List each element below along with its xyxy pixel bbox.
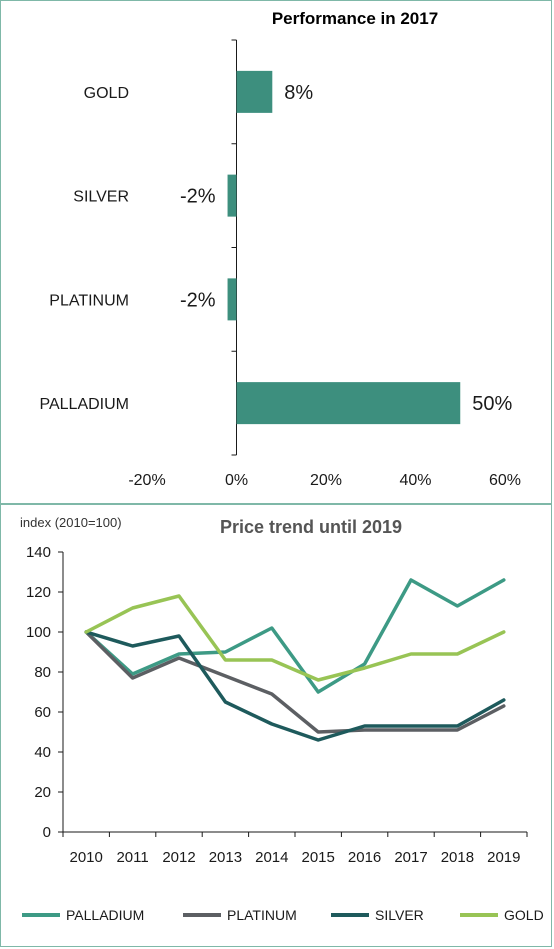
x-tick-label: 40%	[399, 472, 431, 489]
legend-label: SILVER	[375, 907, 424, 923]
x-tick-label: 2013	[209, 849, 242, 866]
performance-bar-chart: Performance in 2017 -20% 0% 20% 40% 60% GOLD…	[39, 9, 521, 489]
series-line-palladium	[84, 578, 506, 694]
series-line-silver	[84, 630, 506, 742]
data-label: 8%	[284, 82, 313, 104]
bar	[236, 382, 461, 425]
x-tick-label: -20%	[128, 472, 165, 489]
x-tick-label: 2015	[302, 849, 335, 866]
x-tick-label: 2017	[394, 849, 427, 866]
legend-item: PLATINUM	[183, 907, 297, 923]
legend-item: GOLD	[460, 907, 544, 923]
data-label: 50%	[472, 393, 512, 415]
category-label: PLATINUM	[49, 292, 129, 309]
chart-title: Performance in 2017	[272, 9, 438, 28]
x-tick-label: 2011	[116, 849, 148, 866]
chart-divider	[0, 503, 552, 505]
y-tick-label: 0	[43, 824, 51, 841]
legend-label: GOLD	[504, 907, 544, 923]
x-tick-label: 2019	[487, 849, 520, 866]
x-tick-label: 20%	[310, 472, 342, 489]
x-tick-label: 2010	[70, 849, 103, 866]
series-line-gold	[84, 594, 506, 682]
category-label: GOLD	[84, 85, 129, 102]
x-tick-label: 0%	[225, 472, 248, 489]
legend-item: SILVER	[331, 907, 424, 923]
legend-label: PLATINUM	[227, 907, 297, 923]
bar	[227, 278, 237, 321]
y-tick-label: 120	[26, 584, 51, 601]
y-tick-label: 40	[34, 744, 51, 761]
y-tick-label: 100	[26, 624, 51, 641]
y-tick-label: 140	[26, 544, 51, 561]
series-line-platinum	[84, 630, 506, 734]
legend-label: PALLADIUM	[66, 907, 144, 923]
category-label: PALLADIUM	[39, 396, 129, 413]
chart-title: Price trend until 2019	[220, 517, 402, 537]
data-label: -2%	[180, 186, 216, 208]
data-label: -2%	[180, 289, 216, 311]
x-tick-label: 60%	[489, 472, 521, 489]
x-tick-label: 2018	[441, 849, 474, 866]
x-tick-label: 2014	[255, 849, 288, 866]
bar	[236, 70, 273, 113]
legend-item: PALLADIUM	[22, 907, 144, 923]
x-tick-label: 2016	[348, 849, 381, 866]
y-axis-label: index (2010=100)	[20, 515, 122, 530]
y-tick-label: 80	[34, 664, 51, 681]
x-tick-label: 2012	[162, 849, 195, 866]
y-tick-label: 60	[34, 704, 51, 721]
y-tick-label: 20	[34, 784, 51, 801]
category-label: SILVER	[73, 189, 129, 206]
price-trend-line-chart: index (2010=100) Price trend until 2019 …	[20, 515, 544, 923]
bar	[227, 174, 237, 217]
